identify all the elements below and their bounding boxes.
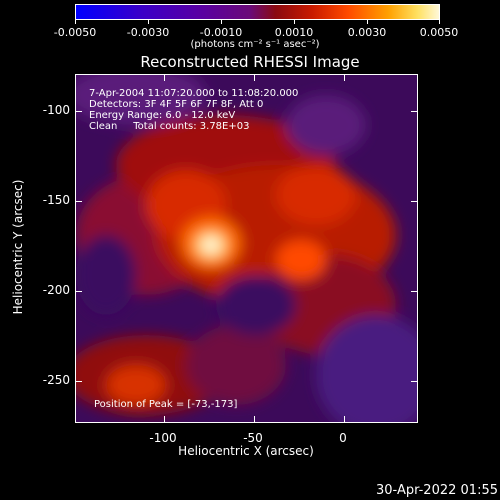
- plot-title: Reconstructed RHESSI Image: [140, 53, 360, 71]
- annotation-time: 7-Apr-2004 11:07:20.000 to 11:08:20.000: [89, 88, 299, 99]
- y-tick: [76, 291, 82, 292]
- y-tick: [411, 111, 417, 112]
- y-tick-label: -150: [42, 193, 70, 207]
- colorbar-label: -0.0030: [126, 26, 170, 39]
- y-tick-label: -100: [42, 103, 70, 117]
- y-tick-label: -200: [42, 283, 70, 297]
- x-tick: [164, 75, 165, 81]
- x-tick-label: -50: [243, 431, 263, 445]
- y-tick: [411, 291, 417, 292]
- colorbar-label: 0.0010: [274, 26, 314, 39]
- colorbar-label: -0.0050: [53, 26, 97, 39]
- x-tick-label: 0: [339, 431, 347, 445]
- annotation-energy: Energy Range: 6.0 - 12.0 keV: [89, 110, 236, 121]
- x-axis-title: Heliocentric X (arcsec): [178, 444, 314, 458]
- y-tick: [76, 201, 82, 202]
- annotation-detectors: Detectors: 3F 4F 5F 6F 7F 8F, Att 0: [89, 99, 264, 110]
- colorbar-label: 0.0050: [419, 26, 459, 39]
- timestamp: 30-Apr-2022 01:55: [376, 483, 498, 498]
- x-tick: [164, 416, 165, 422]
- y-tick: [76, 381, 82, 382]
- x-tick: [344, 416, 345, 422]
- colorbar: [75, 4, 440, 20]
- peak-position-label: Position of Peak = [-73,-173]: [94, 399, 238, 410]
- colorbar-units: (photons cm⁻² s⁻¹ asec⁻²): [190, 39, 320, 50]
- y-axis-title: Heliocentric Y (arcsec): [11, 179, 25, 315]
- x-tick: [254, 416, 255, 422]
- y-tick-label: -250: [42, 373, 70, 387]
- x-tick: [344, 75, 345, 81]
- image-plot: 7-Apr-2004 11:07:20.000 to 11:08:20.000 …: [75, 74, 418, 423]
- colorbar-label: -0.0010: [199, 26, 243, 39]
- x-tick: [254, 75, 255, 81]
- y-tick: [411, 381, 417, 382]
- annotation-counts: Clean Total counts: 3.78E+03: [89, 121, 250, 132]
- y-tick: [411, 201, 417, 202]
- colorbar-ticks: [0, 20, 500, 36]
- image-canvas: [76, 75, 417, 422]
- x-tick-label: -100: [149, 431, 177, 445]
- y-tick: [76, 111, 82, 112]
- colorbar-label: 0.0030: [347, 26, 387, 39]
